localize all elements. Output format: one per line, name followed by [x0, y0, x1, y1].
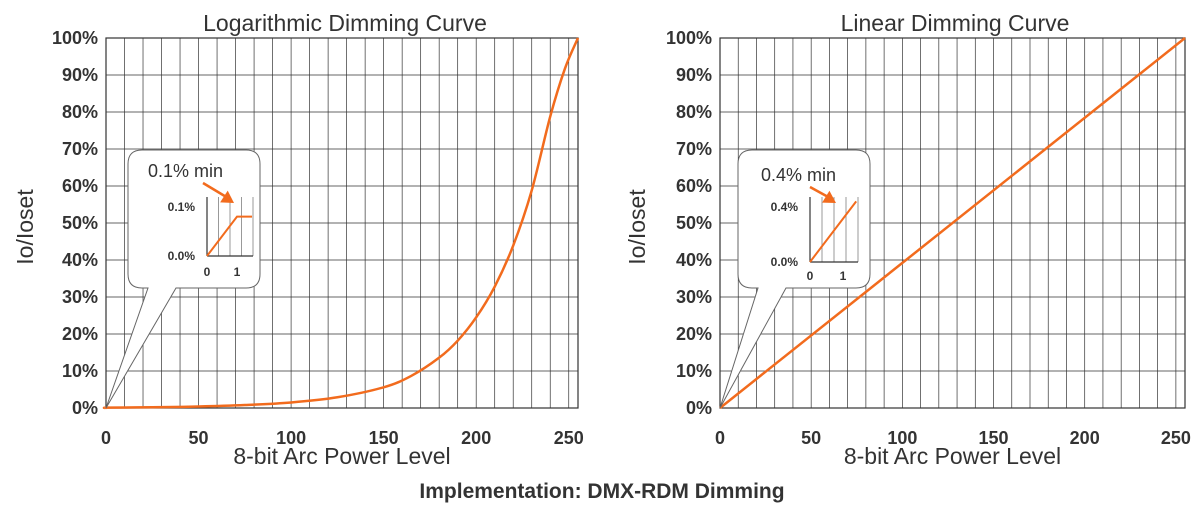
y-tick-label: 30%	[62, 287, 98, 307]
y-tick-label: 100%	[666, 28, 712, 48]
dimming-curve-line	[719, 37, 1186, 409]
y-tick-label: 70%	[62, 139, 98, 159]
y-tick-label: 20%	[676, 324, 712, 344]
x-tick-label: 50	[801, 428, 821, 448]
dimming-curve-line	[102, 37, 580, 410]
inset-curve-line	[206, 215, 252, 257]
inset-curve-line	[809, 200, 857, 263]
x-axis-label: 8-bit Arc Power Level	[233, 443, 450, 469]
x-tick-label: 200	[461, 428, 491, 448]
inset-y-tick-label: 0.0%	[771, 255, 799, 269]
x-tick-label: 100	[276, 428, 306, 448]
y-tick-label: 20%	[62, 324, 98, 344]
x-tick-label: 100	[887, 428, 917, 448]
callout-bubble	[719, 149, 871, 409]
x-tick-label: 250	[554, 428, 584, 448]
figure-caption: Implementation: DMX-RDM Dimming	[419, 480, 784, 503]
x-tick-label: 200	[1070, 428, 1100, 448]
y-axis-label: Io/Ioset	[12, 189, 38, 265]
y-tick-label: 10%	[676, 361, 712, 381]
y-tick-label: 0%	[72, 398, 98, 418]
x-tick-label: 0	[101, 428, 111, 448]
callout-arrow-head	[822, 190, 836, 203]
inset-x-tick-label: 1	[234, 265, 241, 279]
x-tick-label: 0	[715, 428, 725, 448]
y-tick-label: 60%	[676, 176, 712, 196]
inset-y-tick-label: 0.1%	[168, 200, 196, 214]
y-tick-label: 0%	[686, 398, 712, 418]
y-tick-label: 30%	[676, 287, 712, 307]
x-tick-label: 150	[979, 428, 1009, 448]
inset-y-tick-label: 0.0%	[168, 249, 196, 263]
y-tick-label: 70%	[676, 139, 712, 159]
y-tick-label: 10%	[62, 361, 98, 381]
plot-frame	[105, 37, 579, 409]
inset-x-tick-label: 1	[840, 269, 847, 283]
y-tick-label: 90%	[62, 65, 98, 85]
plot-frame	[719, 37, 1186, 409]
callout-arrow-head	[220, 190, 234, 203]
y-tick-label: 50%	[62, 213, 98, 233]
x-tick-label: 250	[1161, 428, 1191, 448]
callout-min-label: 0.4% min	[761, 165, 836, 185]
inset-x-tick-label: 0	[204, 265, 211, 279]
y-tick-label: 50%	[676, 213, 712, 233]
y-tick-label: 80%	[62, 102, 98, 122]
y-tick-label: 40%	[676, 250, 712, 270]
callout-arrow-shaft	[202, 181, 229, 200]
y-tick-label: 100%	[52, 28, 98, 48]
x-axis-label: 8-bit Arc Power Level	[844, 443, 1061, 469]
inset-x-tick-label: 0	[807, 269, 814, 283]
x-tick-label: 150	[369, 428, 399, 448]
y-tick-label: 60%	[62, 176, 98, 196]
x-tick-label: 50	[189, 428, 209, 448]
y-axis-label: Io/Ioset	[624, 189, 650, 265]
y-tick-label: 80%	[676, 102, 712, 122]
log-dimming-chart: Logarithmic Dimming Curve 0% 10% 20% 30% 40% 5…	[12, 10, 584, 469]
chart-title: Logarithmic Dimming Curve	[203, 10, 487, 36]
linear-dimming-chart: Linear Dimming Curve 0% 10% 20% 30% 40% 50% 60%…	[624, 10, 1191, 469]
chart-title: Linear Dimming Curve	[841, 10, 1070, 36]
y-tick-label: 40%	[62, 250, 98, 270]
inset-y-tick-label: 0.4%	[771, 200, 799, 214]
callout-min-label: 0.1% min	[148, 161, 223, 181]
y-tick-label: 90%	[676, 65, 712, 85]
callout-bubble	[105, 149, 261, 409]
